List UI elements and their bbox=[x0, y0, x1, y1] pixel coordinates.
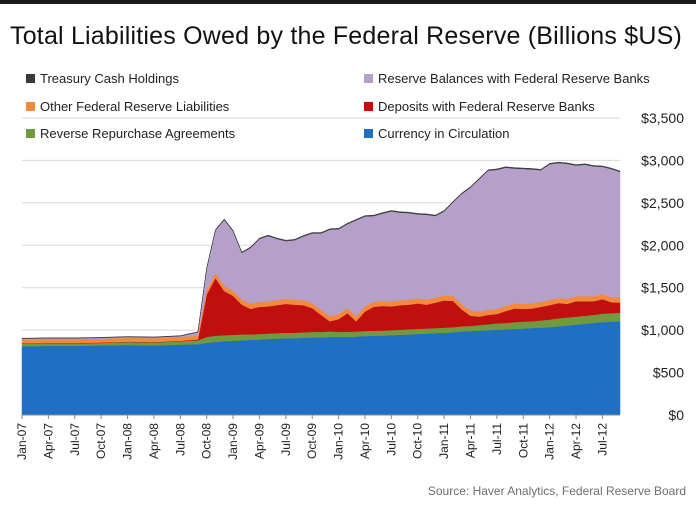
x-tick-label: Jul-07 bbox=[68, 423, 82, 456]
legend-label: Treasury Cash Holdings bbox=[40, 71, 179, 86]
chart-title: Total Liabilities Owed by the Federal Re… bbox=[10, 22, 683, 50]
x-tick-label: Jul-10 bbox=[384, 423, 398, 456]
x-tick-label: Jan-12 bbox=[543, 423, 557, 460]
legend-swatch bbox=[26, 129, 35, 138]
x-tick-label: Jan-07 bbox=[15, 423, 29, 460]
x-tick-label: Apr-12 bbox=[569, 423, 583, 459]
legend-item-reverse-repos: Reverse Repurchase Agreements bbox=[26, 126, 235, 141]
x-tick-label: Apr-10 bbox=[358, 423, 372, 459]
legend-item-other-liabilities: Other Federal Reserve Liabilities bbox=[26, 99, 229, 114]
legend-swatch bbox=[26, 102, 35, 111]
x-tick-label: Jan-10 bbox=[332, 423, 346, 460]
x-tick-label: Apr-07 bbox=[41, 423, 55, 459]
x-tick-labels: Jan-07 Apr-07 Jul-07 Oct-07 Jan-08 Apr-08 Jul-… bbox=[15, 415, 609, 460]
x-tick-label: Jan-11 bbox=[437, 423, 451, 459]
legend-item-treasury-cash-holdings: Treasury Cash Holdings bbox=[26, 71, 179, 86]
y-tick-label: $2,000 bbox=[641, 237, 684, 253]
legend-label: Reverse Repurchase Agreements bbox=[40, 126, 236, 141]
legend-swatch bbox=[364, 74, 373, 83]
x-tick-label: Jul-09 bbox=[279, 423, 293, 456]
y-tick-label: $3,000 bbox=[641, 152, 684, 168]
x-tick-label: Oct-08 bbox=[200, 423, 214, 459]
source-note: Source: Haver Analytics, Federal Reserve… bbox=[427, 484, 686, 498]
legend-swatch bbox=[26, 74, 35, 83]
legend-swatch bbox=[364, 129, 373, 138]
legend-item-currency: Currency in Circulation bbox=[364, 126, 510, 141]
y-tick-label: $1,500 bbox=[641, 280, 684, 296]
x-tick-label: Jul-11 bbox=[490, 423, 504, 455]
legend-item-reserve-balances: Reserve Balances with Federal Reserve Ba… bbox=[364, 71, 650, 86]
legend-label: Other Federal Reserve Liabilities bbox=[40, 99, 230, 114]
x-tick-label: Jan-09 bbox=[226, 423, 240, 460]
y-tick-label: $500 bbox=[653, 365, 684, 381]
y-tick-label: $3,500 bbox=[641, 110, 684, 126]
x-tick-label: Oct-09 bbox=[305, 423, 319, 459]
x-tick-label: Apr-11 bbox=[464, 423, 478, 458]
legend-label: Currency in Circulation bbox=[378, 126, 510, 141]
y-tick-label: $1,000 bbox=[641, 322, 684, 338]
legend-item-deposits: Deposits with Federal Reserve Banks bbox=[364, 99, 595, 114]
x-tick-label: Jul-12 bbox=[595, 423, 609, 456]
area-treasury-cash-holdings bbox=[21, 161, 621, 339]
x-tick-label: Jan-08 bbox=[121, 423, 135, 460]
x-tick-label: Jul-08 bbox=[173, 423, 187, 456]
legend-label: Deposits with Federal Reserve Banks bbox=[378, 99, 595, 114]
x-tick-label: Oct-07 bbox=[94, 423, 108, 459]
x-tick-label: Oct-10 bbox=[411, 423, 425, 459]
y-tick-label: $0 bbox=[668, 407, 684, 423]
y-tick-label: $2,500 bbox=[641, 195, 684, 211]
legend-label: Reserve Balances with Federal Reserve Ba… bbox=[378, 71, 650, 86]
x-tick-label: Apr-09 bbox=[252, 423, 266, 459]
area-layers bbox=[21, 161, 621, 416]
top-rule bbox=[0, 0, 696, 4]
x-tick-label: Apr-08 bbox=[147, 423, 161, 459]
x-tick-label: Oct-11 bbox=[516, 423, 530, 458]
legend-swatch bbox=[364, 102, 373, 111]
y-tick-labels: $0 $500 $1,000 $1,500 $2,000 $2,500 $3,000 $3,5… bbox=[641, 110, 684, 423]
